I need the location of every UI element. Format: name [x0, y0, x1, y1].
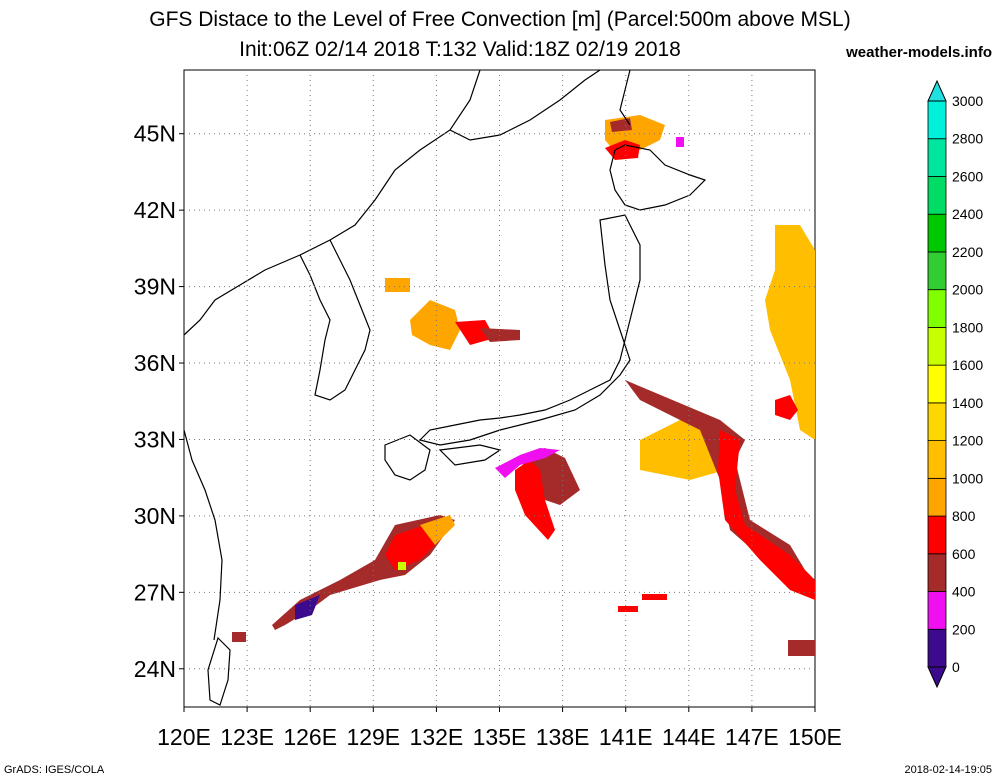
colorbar-swatch — [927, 402, 947, 442]
field-taiwan-brown — [232, 632, 246, 642]
y-axis-ticks: 24N 27N 30N 33N 36N 39N 42N 45N — [134, 121, 184, 682]
coast-taiwan — [207, 636, 231, 706]
colorbar-swatch — [927, 364, 947, 404]
colorbar-label: 1800 — [952, 319, 983, 335]
colorbar-label: 3000 — [952, 93, 983, 109]
x-tick-label: 135E — [473, 724, 527, 750]
colorbar-label: 2000 — [952, 282, 983, 298]
colorbar-swatch — [927, 515, 947, 555]
coast-hokkaido — [609, 144, 707, 211]
field-front-brown — [625, 380, 805, 580]
colorbar-label: 1000 — [952, 470, 983, 486]
colorbar-over-arrow — [927, 79, 947, 102]
x-tick-label: 147E — [725, 724, 779, 750]
convection-fields — [232, 115, 815, 656]
x-tick-label: 150E — [788, 724, 842, 750]
coast-sakhalin — [619, 69, 631, 126]
field-hokkaido-brown — [610, 118, 632, 132]
coast-honshu — [418, 214, 641, 446]
x-tick-label: 144E — [662, 724, 716, 750]
footer-credit: GrADS: IGES/COLA — [4, 764, 105, 776]
x-axis-ticks: 120E 123E 126E 129E 132E 135E 138E 141E 144E 147E… — [157, 707, 842, 750]
x-tick-label: 123E — [220, 724, 274, 750]
colorbar-label: 1200 — [952, 433, 983, 449]
y-tick-label: 45N — [134, 121, 176, 147]
site-label: weather-models.info — [846, 44, 992, 61]
colorbar-swatch — [927, 326, 947, 366]
colorbar-label: 600 — [952, 546, 976, 562]
coast-china-east — [183, 429, 223, 641]
y-tick-label: 36N — [134, 350, 176, 376]
field-ring-brown — [520, 448, 580, 505]
x-tick-label: 138E — [536, 724, 590, 750]
field-magenta-spot — [676, 137, 684, 147]
field-ryukyu-lime — [398, 562, 406, 570]
colorbar-swatch — [927, 477, 947, 517]
map-subtitle: Init:06Z 02/14 2018 T:132 Valid:18Z 02/1… — [239, 38, 681, 61]
colorbar-swatch — [927, 138, 947, 177]
field-south-brown — [788, 640, 815, 656]
coast-kyushu — [384, 434, 431, 481]
field-pacific-east-red — [775, 395, 798, 420]
colorbar-label: 2600 — [952, 168, 983, 184]
colorbar-label: 2400 — [952, 206, 983, 222]
x-tick-label: 129E — [346, 724, 400, 750]
coast-korea-peninsula — [299, 239, 371, 401]
colorbar-under-arrow — [927, 666, 947, 689]
field-ryukyu-purple — [295, 595, 320, 620]
field-south-red-2 — [642, 594, 667, 600]
field-ryukyu-orange — [420, 515, 455, 545]
x-tick-label: 132E — [410, 724, 464, 750]
y-tick-label: 33N — [134, 426, 176, 452]
y-tick-label: 27N — [134, 579, 176, 605]
colorbar-label: 800 — [952, 508, 976, 524]
colorbar-swatch — [927, 591, 947, 630]
field-central-small — [385, 278, 410, 292]
colorbar-swatch — [927, 176, 947, 215]
y-tick-label: 24N — [134, 656, 176, 682]
grid-lines — [184, 70, 815, 707]
y-tick-label: 30N — [134, 503, 176, 529]
colorbar-swatch — [927, 251, 947, 291]
footer-timestamp: 2018-02-14-19:05 — [904, 764, 992, 776]
colorbar-label: 200 — [952, 621, 976, 637]
colorbar-label: 2200 — [952, 244, 983, 260]
x-tick-label: 120E — [157, 724, 211, 750]
colorbar-label: 2800 — [952, 131, 983, 147]
colorbar-swatch — [927, 553, 947, 592]
colorbar: 0 200 400 600 800 1000 1200 1400 1600 1800 2000 220… — [927, 79, 983, 689]
colorbar-swatch — [927, 628, 947, 668]
field-ryukyu-red — [385, 525, 440, 570]
colorbar-swatch — [927, 100, 947, 140]
field-south-red-1 — [618, 606, 638, 612]
colorbar-swatch — [927, 440, 947, 479]
colorbar-label: 0 — [952, 659, 960, 675]
colorbar-label: 400 — [952, 584, 976, 600]
colorbar-swatch — [927, 289, 947, 328]
x-tick-label: 126E — [283, 724, 337, 750]
y-tick-label: 42N — [134, 197, 176, 223]
field-central-red — [455, 320, 495, 345]
colorbar-swatch — [927, 213, 947, 253]
y-tick-label: 39N — [134, 274, 176, 300]
map-title: GFS Distace to the Level of Free Convect… — [149, 8, 851, 31]
field-front-red — [718, 430, 815, 600]
colorbar-label: 1400 — [952, 395, 983, 411]
coast-russia — [449, 69, 601, 141]
field-ring-magenta — [495, 448, 560, 478]
colorbar-label: 1600 — [952, 357, 983, 373]
field-central-orange — [410, 300, 460, 350]
coast-shikoku — [438, 444, 502, 466]
field-ring-red — [515, 460, 555, 540]
field-pacific-east-orange — [765, 225, 815, 440]
x-tick-label: 141E — [599, 724, 653, 750]
